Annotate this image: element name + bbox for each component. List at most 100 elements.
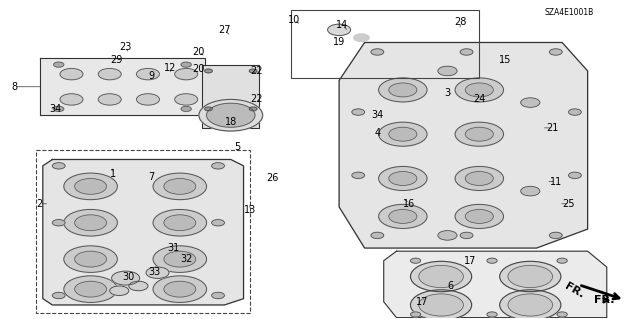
Text: 26: 26 bbox=[266, 174, 278, 183]
Circle shape bbox=[212, 219, 225, 226]
Circle shape bbox=[455, 122, 504, 146]
Circle shape bbox=[205, 107, 212, 111]
Text: 1: 1 bbox=[110, 169, 116, 179]
Circle shape bbox=[75, 281, 106, 297]
Circle shape bbox=[205, 69, 212, 73]
Circle shape bbox=[455, 78, 504, 102]
Circle shape bbox=[64, 246, 117, 272]
Circle shape bbox=[153, 210, 207, 236]
Text: 15: 15 bbox=[499, 55, 511, 65]
Text: 13: 13 bbox=[244, 205, 256, 215]
Circle shape bbox=[181, 106, 191, 111]
Circle shape bbox=[549, 49, 562, 55]
Circle shape bbox=[487, 312, 497, 317]
Circle shape bbox=[64, 210, 117, 236]
Text: 22: 22 bbox=[250, 94, 262, 104]
Circle shape bbox=[379, 122, 427, 146]
Polygon shape bbox=[339, 42, 588, 248]
Circle shape bbox=[354, 34, 369, 41]
Circle shape bbox=[410, 312, 420, 317]
Text: FR.: FR. bbox=[594, 295, 614, 305]
Circle shape bbox=[455, 167, 504, 190]
Circle shape bbox=[64, 276, 117, 302]
Circle shape bbox=[249, 69, 257, 73]
Circle shape bbox=[508, 294, 552, 316]
Bar bbox=[36, 150, 250, 313]
Circle shape bbox=[75, 215, 106, 231]
Circle shape bbox=[153, 173, 207, 200]
Text: 24: 24 bbox=[473, 94, 486, 104]
Circle shape bbox=[419, 265, 463, 287]
Circle shape bbox=[410, 290, 472, 319]
Polygon shape bbox=[43, 160, 244, 305]
Circle shape bbox=[175, 69, 198, 80]
Circle shape bbox=[465, 127, 493, 141]
Circle shape bbox=[52, 163, 65, 169]
Text: 3: 3 bbox=[444, 88, 451, 98]
Text: 22: 22 bbox=[250, 66, 262, 76]
Circle shape bbox=[410, 258, 420, 263]
Circle shape bbox=[60, 94, 83, 105]
Circle shape bbox=[52, 219, 65, 226]
Circle shape bbox=[181, 62, 191, 67]
Circle shape bbox=[136, 69, 159, 80]
Text: 23: 23 bbox=[120, 42, 132, 52]
Circle shape bbox=[164, 178, 196, 194]
Circle shape bbox=[54, 106, 64, 111]
Text: 2: 2 bbox=[36, 199, 43, 209]
Circle shape bbox=[487, 258, 497, 263]
Circle shape bbox=[249, 107, 257, 111]
Circle shape bbox=[557, 312, 567, 317]
Text: 19: 19 bbox=[333, 38, 345, 48]
Text: 31: 31 bbox=[167, 243, 180, 253]
Circle shape bbox=[410, 261, 472, 292]
Circle shape bbox=[557, 258, 567, 263]
Circle shape bbox=[438, 66, 457, 76]
Circle shape bbox=[379, 167, 427, 190]
Circle shape bbox=[465, 83, 493, 97]
Circle shape bbox=[460, 49, 473, 55]
Text: 29: 29 bbox=[110, 55, 122, 65]
Text: 27: 27 bbox=[218, 25, 230, 35]
Text: 9: 9 bbox=[148, 71, 154, 81]
Circle shape bbox=[465, 210, 493, 223]
Circle shape bbox=[328, 24, 351, 35]
Text: 5: 5 bbox=[234, 142, 240, 152]
Text: 10: 10 bbox=[289, 15, 301, 25]
Text: 11: 11 bbox=[550, 177, 562, 187]
Text: 18: 18 bbox=[225, 116, 237, 127]
Circle shape bbox=[146, 267, 169, 278]
Text: 17: 17 bbox=[416, 297, 428, 307]
Circle shape bbox=[521, 98, 540, 107]
Circle shape bbox=[54, 62, 64, 67]
Polygon shape bbox=[384, 251, 607, 318]
Circle shape bbox=[129, 281, 148, 291]
Circle shape bbox=[64, 173, 117, 200]
Circle shape bbox=[508, 265, 552, 287]
Text: 20: 20 bbox=[193, 64, 205, 74]
Circle shape bbox=[352, 109, 365, 115]
Bar bbox=[202, 65, 259, 128]
Circle shape bbox=[568, 109, 581, 115]
Circle shape bbox=[75, 251, 106, 267]
Circle shape bbox=[164, 281, 196, 297]
Text: 7: 7 bbox=[148, 172, 154, 182]
Text: 25: 25 bbox=[563, 199, 575, 209]
Circle shape bbox=[99, 94, 121, 105]
Circle shape bbox=[389, 172, 417, 185]
Circle shape bbox=[164, 215, 196, 231]
Text: 34: 34 bbox=[49, 104, 61, 114]
Circle shape bbox=[352, 172, 365, 178]
Circle shape bbox=[389, 127, 417, 141]
Circle shape bbox=[371, 49, 384, 55]
Circle shape bbox=[109, 286, 129, 295]
Circle shape bbox=[212, 292, 225, 299]
Circle shape bbox=[111, 271, 140, 285]
Text: 8: 8 bbox=[11, 82, 17, 92]
Circle shape bbox=[371, 232, 384, 239]
Circle shape bbox=[500, 261, 561, 292]
Polygon shape bbox=[40, 58, 205, 115]
Circle shape bbox=[199, 100, 262, 131]
Text: 32: 32 bbox=[180, 254, 193, 264]
Text: 17: 17 bbox=[463, 256, 476, 266]
